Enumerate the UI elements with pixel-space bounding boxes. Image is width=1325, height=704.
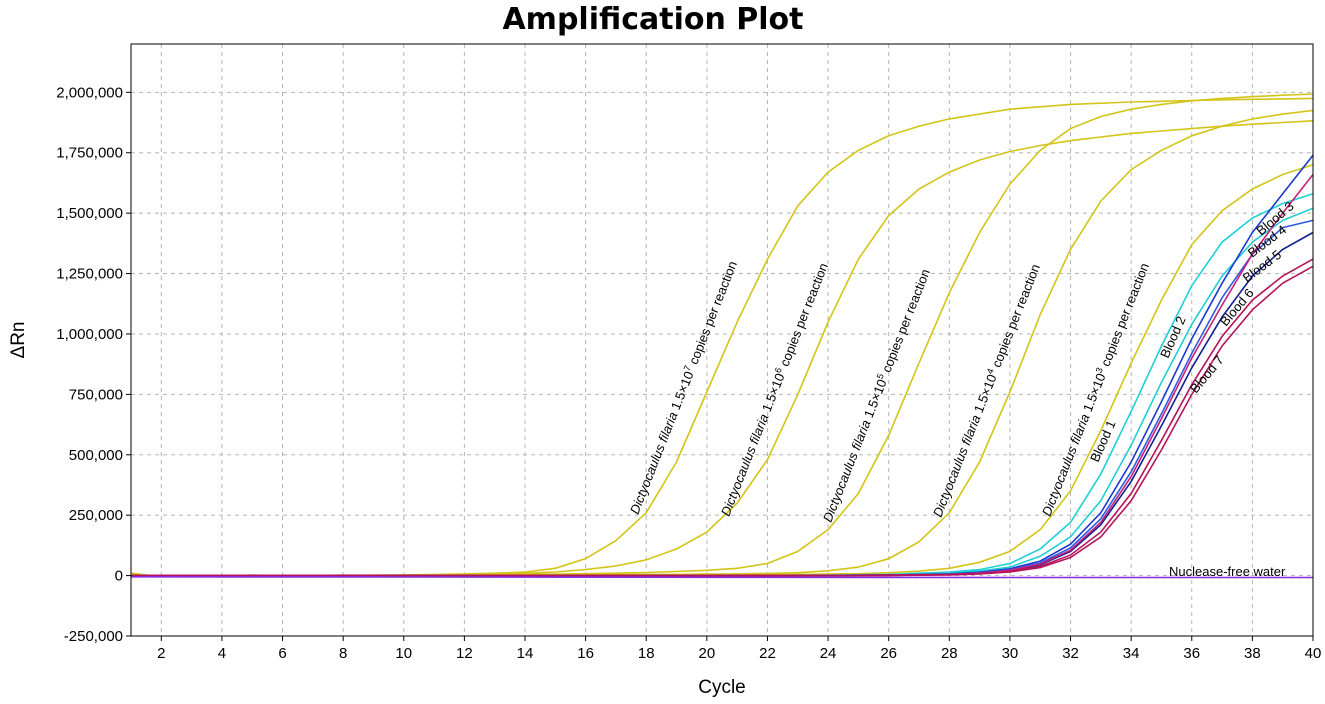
series-line-7 (131, 207, 1314, 577)
series-line-14 (130, 575, 1313, 579)
x-tick-label: 30 (1002, 645, 1019, 662)
x-tick-label: 12 (456, 645, 473, 662)
annotation-std7: Dictyocaulus filaria 1.5×107 copies per … (626, 258, 740, 516)
annotation-blood1: Blood 1 (1087, 418, 1119, 464)
x-tick-label: 2 (157, 645, 165, 662)
annotation-std3: Dictyocaulus filaria 1.5×103 copies per … (1038, 260, 1152, 518)
x-tick-label: 14 (517, 645, 534, 662)
y-tick-label: 0 (115, 568, 123, 585)
annotation-blood7: Blood 7 (1187, 353, 1227, 396)
x-axis-label: Cycle (698, 677, 746, 698)
x-axis-ticks: 2 4 6 8 10 12 14 16 18 20 22 24 26 28 30 32 34 36 38 40 (157, 636, 1321, 662)
x-tick-label: 40 (1305, 645, 1322, 662)
annotation-std6: Dictyocaulus filaria 1.5×106 copies per … (717, 260, 831, 518)
y-axis-ticks: -250,000 0 250,000 500,000 750,000 1,000,000 1… (56, 84, 131, 645)
x-tick-label: 16 (577, 645, 594, 662)
chart-title: Amplification Plot (502, 2, 803, 37)
plot-frame (130, 43, 1314, 637)
x-tick-label: 10 (395, 645, 412, 662)
y-tick-label: -250,000 (64, 628, 123, 645)
y-tick-label: 250,000 (69, 507, 123, 524)
y-tick-label: 1,250,000 (56, 266, 123, 283)
x-tick-label: 4 (218, 645, 226, 662)
annotation-ntc: Nuclease-free water (1169, 564, 1286, 579)
y-axis-label: ΔRn (8, 322, 29, 359)
x-tick-label: 24 (820, 645, 837, 662)
x-tick-label: 22 (759, 645, 776, 662)
x-tick-label: 26 (880, 645, 897, 662)
x-tick-label: 6 (278, 645, 286, 662)
x-tick-label: 20 (699, 645, 716, 662)
y-tick-label: 1,500,000 (56, 205, 123, 222)
y-tick-label: 500,000 (69, 447, 123, 464)
y-tick-label: 750,000 (69, 386, 123, 403)
x-tick-label: 36 (1183, 645, 1200, 662)
series-lines (130, 93, 1314, 579)
x-tick-label: 38 (1244, 645, 1261, 662)
x-tick-label: 32 (1062, 645, 1079, 662)
y-tick-label: 1,750,000 (56, 145, 123, 162)
y-tick-label: 1,000,000 (56, 326, 123, 343)
series-line-13 (131, 265, 1314, 577)
annotation-blood2: Blood 2 (1157, 314, 1189, 360)
x-tick-label: 28 (941, 645, 958, 662)
y-tick-label: 2,000,000 (56, 84, 123, 101)
annotation-blood6: Blood 6 (1217, 286, 1257, 329)
x-tick-label: 34 (1123, 645, 1140, 662)
x-tick-label: 18 (638, 645, 655, 662)
x-tick-label: 8 (339, 645, 347, 662)
